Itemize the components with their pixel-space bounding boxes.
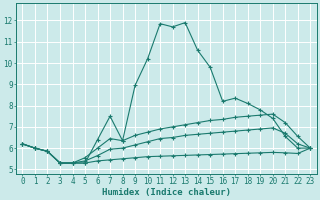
X-axis label: Humidex (Indice chaleur): Humidex (Indice chaleur) <box>102 188 231 197</box>
